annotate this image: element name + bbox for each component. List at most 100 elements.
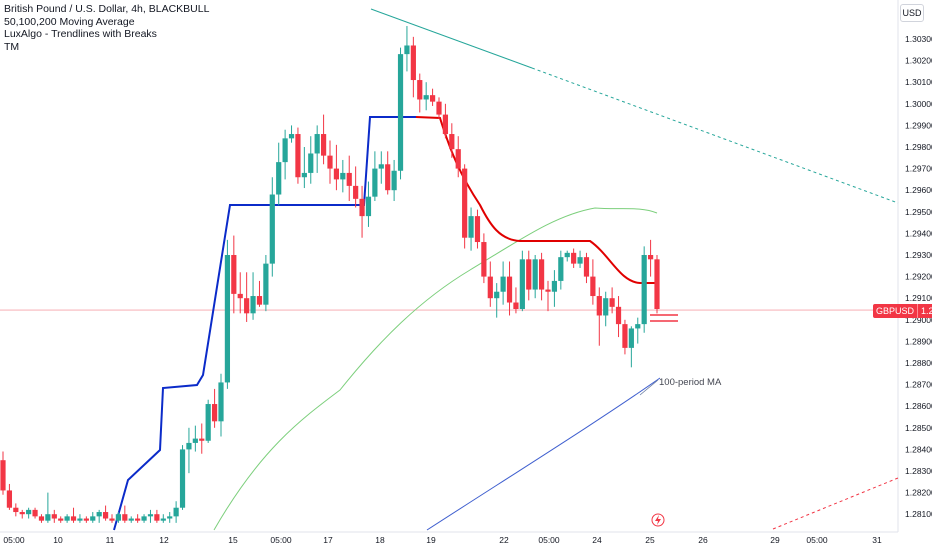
price-tick-label: 1.29100	[905, 293, 932, 303]
candle-body	[224, 255, 231, 383]
candle-body	[449, 134, 455, 150]
candle-body	[468, 216, 474, 238]
indicator-moving-average[interactable]: 50,100,200 Moving Average	[4, 15, 135, 28]
price-axis[interactable]: 1.30300 1.30200 1.30100 1.30000 1.29900 1.298…	[897, 0, 932, 532]
candle-body	[58, 518, 64, 521]
candle-body	[102, 512, 109, 519]
candle-body	[6, 490, 13, 508]
annotations: 100-period MA	[639, 377, 722, 527]
time-tick-label: 17	[323, 535, 333, 545]
candle-body	[372, 168, 378, 197]
candle-body	[237, 293, 243, 299]
candles[interactable]	[0, 26, 660, 523]
candle-body	[647, 255, 654, 260]
supertrend-line	[113, 116, 416, 531]
symbol-title: British Pound / U.S. Dollar, 4h, BLACKBU…	[4, 3, 210, 15]
candle-body	[506, 276, 513, 303]
candle-body	[167, 516, 173, 519]
candle-body	[186, 442, 192, 450]
price-tick-label: 1.29200	[905, 272, 932, 282]
candle-body	[211, 404, 218, 422]
candle-body	[404, 45, 410, 55]
price-tick-label: 1.29800	[905, 142, 932, 152]
lightning-icon-glyph	[655, 515, 661, 525]
candle-body	[436, 101, 442, 115]
price-tick-label: 1.29000	[905, 315, 932, 325]
candle-body	[481, 242, 487, 277]
ma-annotation-label: 100-period MA	[659, 377, 722, 388]
candle-body	[205, 404, 211, 441]
candle-body	[32, 509, 38, 517]
candle-body	[109, 518, 115, 521]
ma-100-line	[426, 377, 661, 531]
time-tick-label: 25	[645, 535, 655, 545]
candle-body	[263, 263, 269, 305]
candle-body	[615, 306, 622, 325]
candle-body	[179, 449, 186, 508]
price-tick-label: 1.29500	[905, 207, 932, 217]
candle-body	[551, 280, 558, 292]
candle-body	[346, 172, 352, 186]
candle-body	[90, 516, 96, 521]
time-tick-label: 05:00	[3, 535, 25, 545]
time-tick-label: 12	[159, 535, 169, 545]
candle-body	[564, 252, 570, 258]
candle-body	[308, 153, 314, 173]
candle-body	[609, 298, 615, 307]
candle-body	[141, 516, 147, 521]
last-price-symbol: GBPUSD	[873, 304, 918, 318]
time-tick-label: 29	[770, 535, 780, 545]
price-tick-label: 1.28700	[905, 380, 932, 390]
candle-body	[545, 289, 551, 292]
chart-legend[interactable]: British Pound / U.S. Dollar, 4h, BLACKBU…	[4, 3, 209, 53]
candle-body	[429, 95, 436, 102]
candle-body	[26, 509, 32, 515]
candle-body	[45, 514, 51, 521]
candle-body	[558, 257, 564, 281]
currency-button[interactable]: USD	[900, 4, 924, 22]
trendline-solid	[370, 8, 533, 69]
candle-body	[590, 276, 596, 297]
candle-body	[269, 194, 275, 264]
candle-body	[314, 134, 320, 154]
indicator-tm[interactable]: TM	[4, 40, 20, 53]
candle-body	[115, 514, 122, 521]
candle-body	[77, 518, 83, 521]
trendline-support-projection	[772, 477, 899, 530]
price-tick-label: 1.30100	[905, 77, 932, 87]
last-price-value: 1.29045	[917, 304, 932, 318]
candle-body	[231, 255, 237, 294]
trendline-projection	[531, 67, 899, 204]
price-tick-label: 1.28300	[905, 466, 932, 476]
candle-body	[487, 276, 493, 299]
candle-body	[122, 514, 128, 521]
candle-body	[327, 155, 333, 169]
candle-body	[532, 259, 538, 290]
candle-body	[0, 460, 6, 491]
time-axis[interactable]: 05:00 10 11 12 15 05:00 17 18 19 22 05:00 24 25 26 29 0…	[0, 531, 898, 545]
candle-body	[64, 516, 70, 521]
time-tick-label: 18	[375, 535, 385, 545]
candle-body	[199, 438, 205, 441]
price-tick-label: 1.29900	[905, 120, 932, 130]
candle-body	[147, 514, 154, 517]
candle-body	[218, 382, 224, 422]
time-tick-label: 05:00	[270, 535, 292, 545]
candle-body	[135, 518, 141, 521]
price-tick-label: 1.30300	[905, 34, 932, 44]
indicator-trendlines[interactable]: LuxAlgo - Trendlines with Breaks	[4, 28, 157, 40]
candle-body	[628, 328, 634, 348]
candle-body	[154, 514, 160, 521]
candle-body	[340, 172, 346, 180]
candle-body	[603, 298, 609, 316]
candle-body	[577, 257, 583, 264]
candle-body	[417, 80, 423, 100]
last-price-label: GBPUSD 1.29045	[873, 304, 932, 318]
candle-body	[128, 518, 134, 521]
time-tick-label: 05:00	[806, 535, 828, 545]
time-tick-label: 11	[106, 535, 115, 545]
price-tick-label: 1.28900	[905, 336, 932, 346]
candle-body	[333, 168, 340, 180]
candle-body	[13, 507, 19, 513]
